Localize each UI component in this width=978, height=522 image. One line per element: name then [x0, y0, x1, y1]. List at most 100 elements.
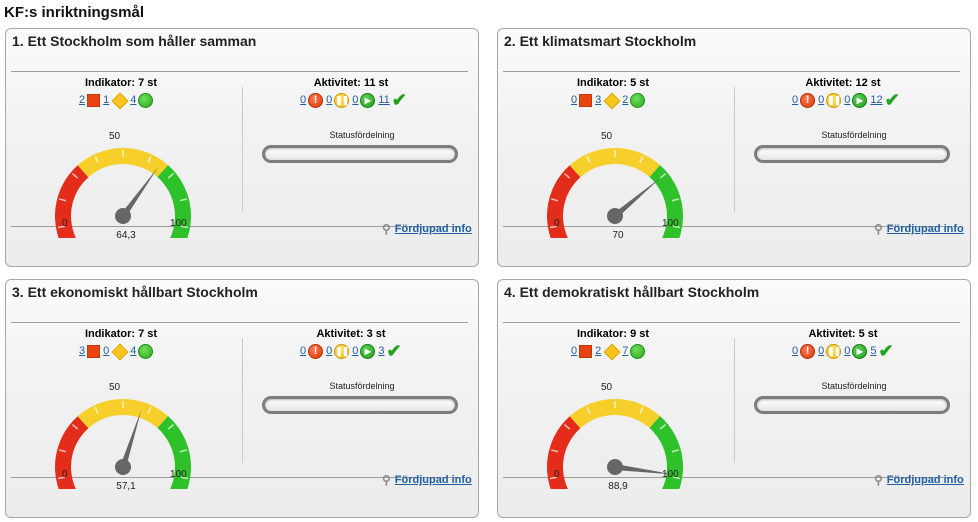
indicator-count-yellow[interactable]: 3 — [595, 94, 602, 106]
gauge-tick — [59, 198, 67, 202]
more-info-link[interactable]: Fördjupad info — [394, 474, 472, 486]
indicator-count-red[interactable]: 2 — [79, 94, 86, 106]
exclamation-icon: ! — [308, 343, 324, 359]
green-circle-icon — [138, 343, 154, 359]
exclamation-icon: ! — [800, 92, 816, 108]
divider — [11, 71, 468, 72]
magnifier-icon: ⚲ — [874, 222, 883, 236]
status-distribution-bar — [262, 145, 458, 163]
green-circle-icon — [630, 343, 646, 359]
red-square-icon — [579, 93, 593, 107]
status-distribution-bar — [262, 396, 458, 414]
gauge-chart — [547, 399, 683, 489]
activity-label: Aktivitet: 12 st — [805, 77, 881, 89]
status-distribution-bar — [754, 396, 950, 414]
pause-icon: ❚❚ — [334, 92, 349, 108]
gauge-tick — [147, 155, 152, 163]
activity-count-ongoing[interactable]: 0 — [352, 94, 359, 106]
activity-count-ongoing[interactable]: 0 — [844, 94, 851, 106]
activity-count-warning[interactable]: 0 — [792, 345, 799, 357]
play-icon: ▶ — [852, 343, 868, 359]
divider — [503, 226, 950, 227]
play-icon: ▶ — [360, 92, 376, 108]
divider-vertical — [242, 87, 243, 212]
gauge-band-green — [157, 165, 191, 238]
activity-count-paused[interactable]: 0 — [326, 94, 333, 106]
indicator-count-green[interactable]: 2 — [622, 94, 629, 106]
more-info-link-wrap[interactable]: ⚲ Fördjupad info — [874, 473, 964, 487]
activity-count-done[interactable]: 12 — [870, 94, 883, 106]
gauge-hub — [607, 459, 623, 475]
pause-icon: ❚❚ — [826, 92, 841, 108]
red-square-icon — [87, 344, 101, 358]
divider-vertical — [734, 338, 735, 463]
more-info-link-wrap[interactable]: ⚲ Fördjupad info — [382, 222, 472, 236]
gauge-tick — [180, 225, 189, 229]
activity-count-paused[interactable]: 0 — [818, 94, 825, 106]
indicator-count-red[interactable]: 0 — [571, 94, 578, 106]
goal-panel-4: 4. Ett demokratiskt hållbart Stockholm In… — [497, 279, 971, 518]
indicator-label: Indikator: 9 st — [576, 328, 650, 340]
gauge-tick — [551, 449, 559, 453]
gauge-tick — [180, 476, 189, 480]
activity-count-done[interactable]: 11 — [378, 94, 390, 106]
indicator-count-green[interactable]: 4 — [130, 94, 137, 106]
status-distribution-label: Statusfördelning — [821, 130, 887, 140]
indicator-status-row: 0 2 7 — [571, 342, 648, 361]
indicator-label: Indikator: 7 st — [84, 77, 158, 89]
activity-count-ongoing[interactable]: 0 — [352, 345, 359, 357]
status-distribution-label: Statusfördelning — [329, 130, 395, 140]
activity-label: Aktivitet: 3 st — [316, 328, 386, 340]
checkmark-icon: ✔ — [386, 341, 402, 361]
gauge-chart — [55, 399, 191, 489]
gauge-mid-label: 50 — [601, 131, 613, 142]
activity-label: Aktivitet: 5 st — [808, 328, 878, 340]
more-info-link[interactable]: Fördjupad info — [394, 223, 472, 235]
diamond-shape — [603, 92, 621, 110]
activity-count-warning[interactable]: 0 — [300, 94, 307, 106]
activity-count-warning[interactable]: 0 — [300, 345, 307, 357]
gauge-tick — [167, 173, 175, 179]
magnifier-icon: ⚲ — [382, 222, 391, 236]
gauge-band-yellow — [77, 148, 169, 178]
panel-title: 4. Ett demokratiskt hållbart Stockholm — [504, 284, 760, 300]
gauge-min-label: 0 — [554, 218, 560, 229]
status-distribution-label: Statusfördelning — [821, 381, 887, 391]
divider — [503, 71, 960, 72]
gauge-tick — [672, 476, 681, 480]
gauge-band-green — [649, 416, 683, 489]
indicator-count-yellow[interactable]: 0 — [103, 345, 110, 357]
activity-count-paused[interactable]: 0 — [818, 345, 825, 357]
activity-status-row: 0! 0 ❚❚ 0 ▶ 3 ✔ — [300, 342, 405, 360]
gauge-band-green — [157, 416, 191, 489]
indicator-count-yellow[interactable]: 2 — [595, 345, 602, 357]
gauge-band-red — [547, 416, 581, 489]
diamond-shape — [111, 92, 129, 110]
red-square-icon — [87, 93, 101, 107]
indicator-count-green[interactable]: 7 — [622, 345, 629, 357]
gauge-max-label: 100 — [170, 469, 187, 480]
divider — [11, 226, 458, 227]
indicator-count-red[interactable]: 0 — [571, 345, 578, 357]
activity-count-done[interactable]: 5 — [870, 345, 877, 357]
activity-count-warning[interactable]: 0 — [792, 94, 799, 106]
gauge-value-label: 64,3 — [116, 230, 136, 241]
more-info-link[interactable]: Fördjupad info — [886, 223, 964, 235]
activity-count-paused[interactable]: 0 — [326, 345, 333, 357]
gauge-tick — [671, 449, 679, 453]
indicator-count-green[interactable]: 4 — [130, 345, 137, 357]
more-info-link-wrap[interactable]: ⚲ Fördjupad info — [874, 222, 964, 236]
more-info-link[interactable]: Fördjupad info — [886, 474, 964, 486]
gauge-band-green — [649, 165, 683, 238]
gauge-band-yellow — [77, 399, 169, 429]
activity-count-ongoing[interactable]: 0 — [844, 345, 851, 357]
activity-label: Aktivitet: 11 st — [313, 77, 389, 89]
activity-count-done[interactable]: 3 — [378, 345, 385, 357]
panel-title: 1. Ett Stockholm som håller samman — [12, 33, 257, 49]
green-circle-icon — [630, 92, 646, 108]
status-distribution-label: Statusfördelning — [329, 381, 395, 391]
gauge-band-red — [547, 165, 581, 238]
indicator-count-yellow[interactable]: 1 — [103, 94, 110, 106]
more-info-link-wrap[interactable]: ⚲ Fördjupad info — [382, 473, 472, 487]
indicator-count-red[interactable]: 3 — [79, 345, 86, 357]
